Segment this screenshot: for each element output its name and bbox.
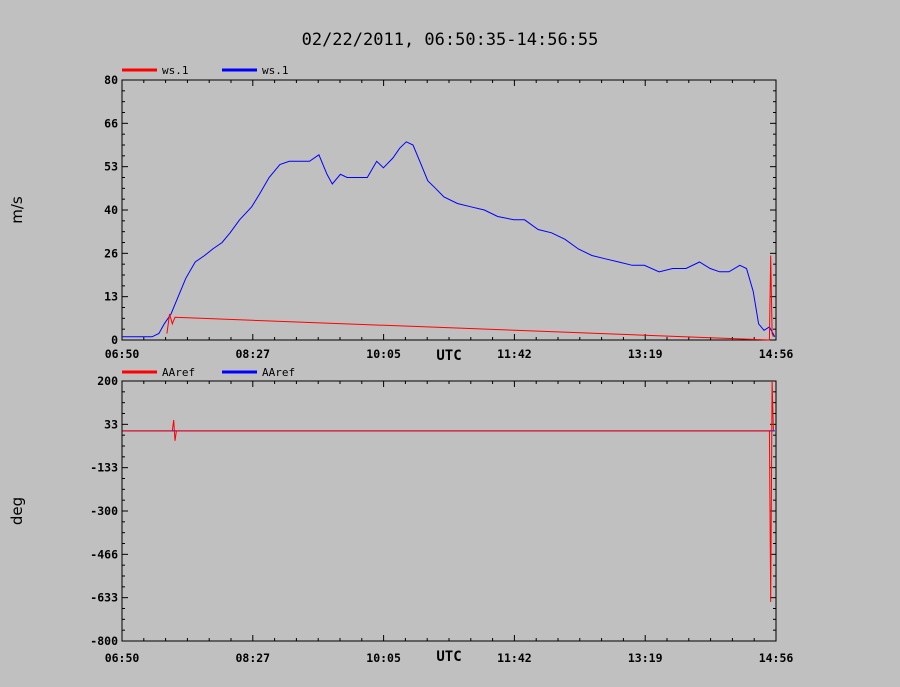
y-tick-label: -800 (90, 634, 118, 648)
series-line-2 (166, 255, 774, 341)
x-axis-label: UTC (436, 649, 461, 665)
x-tick-label: 14:56 (759, 651, 794, 665)
x-tick-label: 13:19 (628, 347, 663, 361)
y-axis-label: m/s (8, 196, 26, 224)
series-line-2 (122, 380, 774, 603)
series-line-1 (122, 141, 776, 338)
y-tick-label: 66 (104, 116, 118, 130)
legend-label: ws.1 (162, 64, 189, 77)
x-axis-label: UTC (436, 348, 461, 364)
y-tick-label: 0 (111, 333, 118, 347)
y-tick-label: 33 (104, 417, 118, 431)
x-tick-label: 06:50 (105, 347, 140, 361)
x-tick-label: 06:50 (105, 651, 140, 665)
x-tick-label: 11:42 (497, 651, 532, 665)
y-tick-label: -633 (90, 591, 118, 605)
y-tick-label: 53 (104, 160, 118, 174)
y-tick-label: 13 (104, 290, 118, 304)
y-axis-label: deg (8, 497, 26, 525)
panel-1: 0 13 26 40 53 66 80 06:50 08:27 10:05 11:42 13:19 14… (8, 64, 793, 364)
y-tick-label: 200 (97, 374, 118, 388)
legend-label: AAref (162, 366, 195, 379)
legend-label: ws.1 (262, 64, 289, 77)
legend-label: AAref (262, 366, 295, 379)
x-tick-label: 08:27 (235, 651, 270, 665)
y-tick-label: -133 (90, 461, 118, 475)
y-tick-label: 80 (104, 73, 118, 87)
x-tick-label: 14:56 (759, 347, 794, 361)
y-tick-label: 40 (104, 203, 118, 217)
x-tick-label: 10:05 (366, 347, 401, 361)
plot-frame (121, 380, 777, 642)
x-tick-label: 13:19 (628, 651, 663, 665)
chart-title: 02/22/2011, 06:50:35-14:56:55 (302, 30, 599, 50)
y-tick-label: -300 (90, 504, 118, 518)
plot-frame (121, 79, 777, 341)
x-tick-label: 10:05 (366, 651, 401, 665)
panel-2: -800 -633 -466 -300 -133 33 200 06:50 08:27 10:05… (8, 366, 793, 665)
x-tick-label: 11:42 (497, 347, 532, 361)
y-tick-label: 26 (104, 246, 118, 260)
y-tick-label: -466 (90, 547, 118, 561)
x-tick-label: 08:27 (235, 347, 270, 361)
